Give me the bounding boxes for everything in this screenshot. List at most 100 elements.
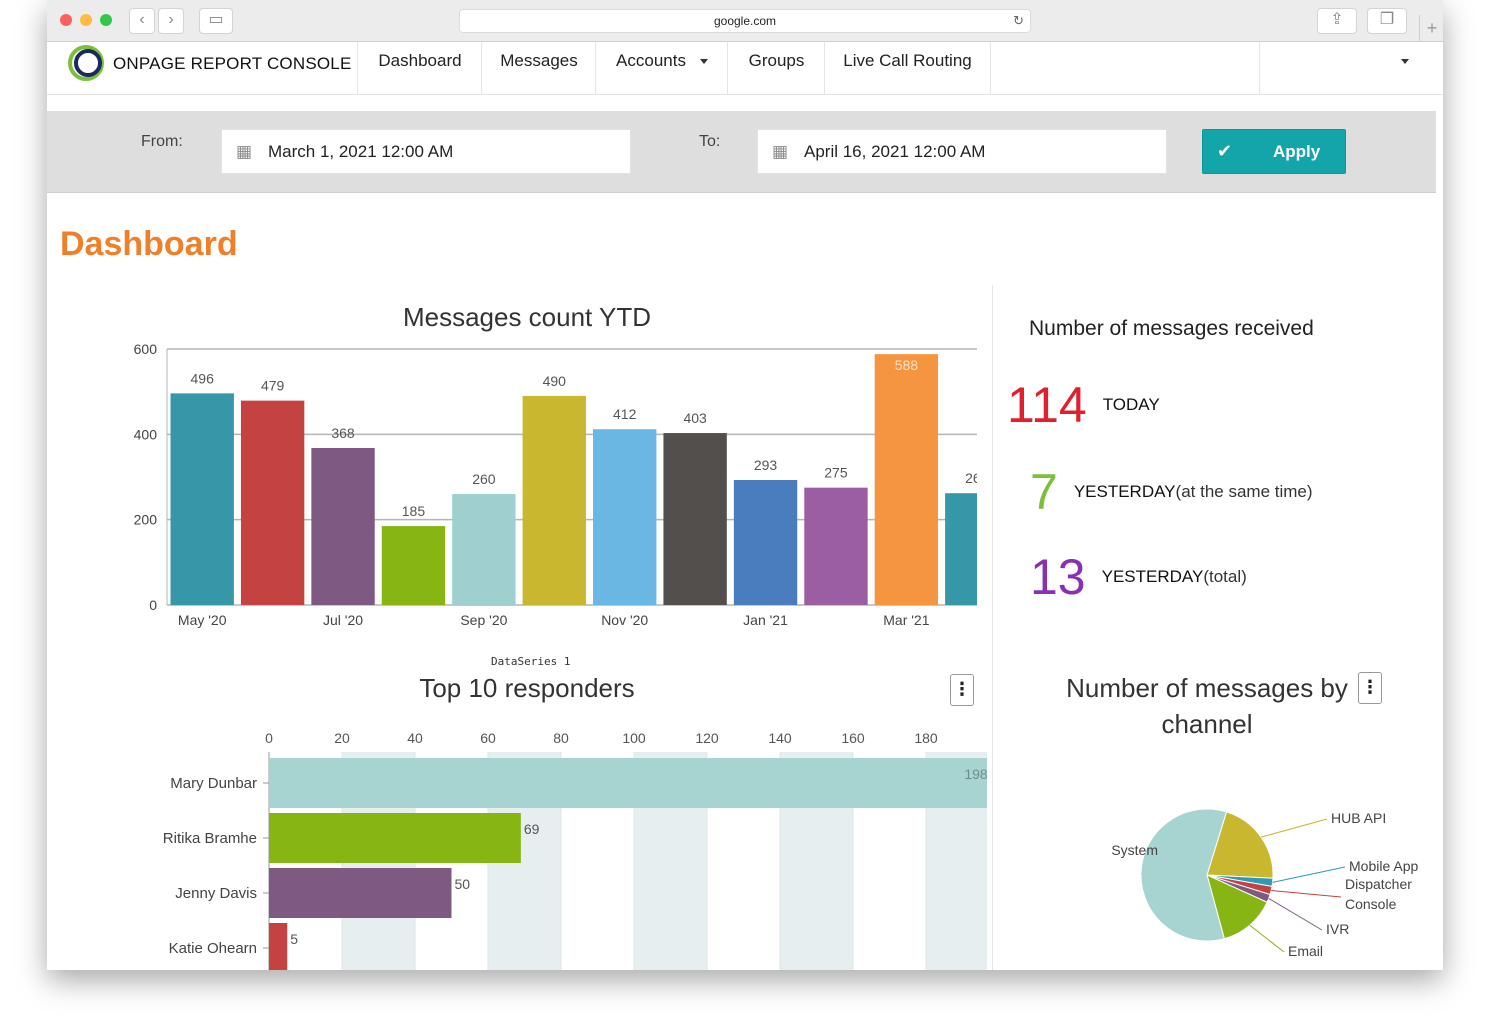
- nav-groups-label: Groups: [748, 51, 805, 70]
- x-tick-label: Sep '20: [460, 612, 507, 628]
- bar[interactable]: [170, 393, 234, 605]
- messages-by-channel-title: Number of messages by channel: [1066, 673, 1348, 739]
- bar-value-label: 490: [543, 373, 567, 389]
- category-label: Jenny Davis: [175, 885, 257, 902]
- bar[interactable]: [663, 433, 727, 605]
- brand[interactable]: ONPAGE REPORT CONSOLE: [65, 44, 351, 84]
- bar[interactable]: [804, 487, 868, 605]
- x-tick-label: 160: [841, 730, 865, 746]
- pie-leader-line: [1268, 897, 1323, 931]
- bar-value-label: 5: [290, 931, 298, 947]
- page-title: Dashboard: [60, 225, 238, 263]
- x-tick-label: 0: [265, 730, 273, 746]
- bar-value-label: 588: [895, 357, 919, 373]
- stat-yesterday-same-time: 7 YESTERDAY(at the same time): [1030, 467, 1313, 517]
- pie-label: HUB API: [1331, 810, 1386, 826]
- user-menu[interactable]: [1259, 42, 1443, 94]
- pie-slice[interactable]: [1206, 874, 1268, 940]
- apply-button[interactable]: ✔ Apply: [1202, 129, 1346, 174]
- x-tick-label: Jan '21: [743, 612, 788, 628]
- responders-menu-button[interactable]: ⋮: [950, 674, 974, 706]
- x-tick-label: 80: [553, 730, 569, 746]
- tabs-overview-icon[interactable]: ❐: [1367, 8, 1407, 34]
- address-bar[interactable]: google.com ↻: [459, 9, 1031, 33]
- address-url: google.com: [713, 14, 777, 28]
- pie-leader-line: [1260, 818, 1328, 838]
- nav-groups[interactable]: Groups: [727, 42, 825, 94]
- x-tick-label: 180: [914, 730, 938, 746]
- back-icon[interactable]: ‹: [129, 8, 155, 34]
- bar[interactable]: [452, 494, 516, 605]
- from-date-input[interactable]: ▦ March 1, 2021 12:00 AM: [221, 129, 631, 174]
- apply-button-label: Apply: [1273, 142, 1321, 161]
- y-tick-label: 200: [134, 512, 158, 528]
- pie-leader-line: [1249, 924, 1285, 953]
- bar[interactable]: [593, 429, 657, 605]
- from-date-value: March 1, 2021 12:00 AM: [268, 142, 454, 161]
- bar[interactable]: [269, 813, 521, 863]
- brand-name: ONPAGE REPORT CONSOLE: [113, 54, 352, 73]
- stat-today-label: TODAY: [1103, 395, 1160, 415]
- bar[interactable]: [269, 868, 452, 918]
- bar[interactable]: [874, 354, 939, 605]
- bar[interactable]: [381, 526, 446, 605]
- category-label: Mary Dunbar: [170, 775, 257, 792]
- minimize-window-icon[interactable]: [80, 14, 92, 26]
- messages-ytd-title: Messages count YTD: [402, 302, 652, 332]
- x-tick-label: 40: [407, 730, 423, 746]
- app-navbar: ONPAGE REPORT CONSOLE Dashboard Messages…: [47, 42, 1443, 95]
- nav-dashboard-label: Dashboard: [378, 51, 462, 70]
- bar-value-label: 260: [472, 471, 496, 487]
- y-tick-label: 600: [134, 341, 158, 357]
- top-responders-title: Top 10 responders: [419, 673, 635, 703]
- stat-yesterday-total-label-text: YESTERDAY: [1101, 567, 1204, 586]
- bar-value-label: 50: [455, 876, 471, 892]
- onpage-logo-icon: [68, 45, 104, 81]
- bar-value-label: 262: [965, 470, 977, 486]
- stat-today-label-text: TODAY: [1102, 395, 1160, 414]
- x-tick-label: 60: [480, 730, 496, 746]
- new-tab-button[interactable]: +: [1419, 15, 1443, 41]
- chevron-down-icon: [699, 59, 708, 65]
- stat-today: 114 TODAY: [1007, 380, 1160, 430]
- nav-live-call-routing[interactable]: Live Call Routing: [824, 42, 991, 94]
- stat-today-value: 114: [1007, 377, 1087, 433]
- nav-accounts[interactable]: Accounts: [595, 42, 728, 94]
- bar-value-label: 275: [824, 465, 848, 481]
- close-window-icon[interactable]: [60, 14, 72, 26]
- stat-yesterday-label-text: YESTERDAY: [1073, 482, 1176, 501]
- stat-yesterday-same-time-value: 7: [1030, 464, 1058, 520]
- x-tick-label: 100: [622, 730, 646, 746]
- bar[interactable]: [733, 479, 798, 605]
- maximize-window-icon[interactable]: [100, 14, 112, 26]
- stat-yesterday-total-value: 13: [1030, 549, 1086, 605]
- bar[interactable]: [269, 758, 987, 808]
- bar[interactable]: [945, 493, 977, 605]
- x-tick-label: 140: [768, 730, 792, 746]
- pie-label: Mobile App: [1349, 858, 1418, 874]
- checkmark-icon: ✔: [1217, 141, 1233, 161]
- to-label: To:: [699, 133, 721, 150]
- reload-icon[interactable]: ↻: [1013, 13, 1024, 28]
- nav-messages[interactable]: Messages: [481, 42, 596, 94]
- pie-leader-line: [1272, 866, 1346, 883]
- bar[interactable]: [311, 447, 375, 605]
- sidebar-toggle-icon[interactable]: ▭: [199, 8, 233, 34]
- pie-slice[interactable]: [1206, 811, 1274, 879]
- to-date-input[interactable]: ▦ April 16, 2021 12:00 AM: [757, 129, 1167, 174]
- stat-yesterday-sub-text: (at the same time): [1175, 482, 1313, 501]
- category-label: Ritika Bramhe: [163, 830, 257, 847]
- bar-value-label: 185: [402, 503, 426, 519]
- bar-value-label: 403: [683, 410, 707, 426]
- channel-menu-button[interactable]: ⋮: [1358, 672, 1382, 704]
- forward-icon[interactable]: ›: [158, 8, 184, 34]
- x-tick-label: May '20: [178, 612, 227, 628]
- bar[interactable]: [522, 395, 586, 605]
- nav-dashboard[interactable]: Dashboard: [357, 42, 482, 94]
- bar-value-label: 69: [524, 821, 540, 837]
- pie-leader-line: [1140, 850, 1163, 875]
- bar[interactable]: [269, 923, 288, 970]
- share-icon[interactable]: ⇪: [1317, 8, 1357, 34]
- bar[interactable]: [240, 400, 305, 605]
- category-label: Katie Ohearn: [169, 940, 257, 957]
